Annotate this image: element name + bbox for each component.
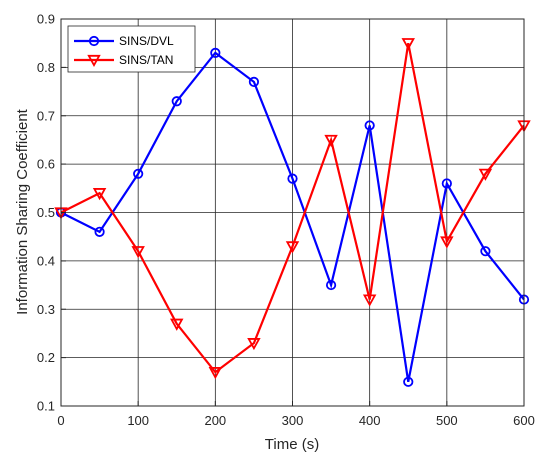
legend: SINS/DVL SINS/TAN — [67, 25, 196, 73]
data-point — [441, 178, 452, 189]
series-line — [60, 42, 525, 374]
y-tick-label: 0.2 — [37, 350, 55, 365]
series-line — [60, 51, 525, 383]
y-tick-label: 0.3 — [37, 302, 55, 317]
data-point — [92, 188, 107, 201]
x-tick-label: 300 — [282, 413, 304, 428]
y-tick-label: 0.7 — [37, 108, 55, 123]
data-point — [364, 120, 375, 131]
data-point — [247, 338, 261, 351]
data-point — [362, 294, 377, 307]
legend-item: SINS/TAN — [74, 53, 173, 67]
y-tick-label: 0.1 — [37, 399, 55, 414]
y-tick-label: 0.5 — [37, 205, 55, 220]
legend-label: SINS/TAN — [119, 53, 173, 67]
data-point — [480, 246, 491, 257]
y-tick-label: 0.8 — [37, 60, 55, 75]
series-sins-dvl — [55, 47, 530, 387]
data-point — [478, 168, 493, 181]
data-point — [285, 241, 300, 254]
data-point — [403, 376, 414, 387]
x-tick-label: 100 — [127, 413, 149, 428]
data-point — [248, 76, 260, 87]
data-point — [170, 318, 184, 331]
legend-marker — [87, 54, 101, 68]
data-point — [325, 279, 337, 291]
data-point — [324, 134, 338, 147]
data-point — [133, 168, 144, 179]
data-point — [131, 246, 145, 259]
data-point — [440, 236, 454, 249]
y-axis-label: Information Sharing Coefficient — [14, 108, 31, 315]
data-point — [401, 38, 415, 51]
y-tick-label: 0.9 — [37, 12, 55, 27]
x-tick-label: 0 — [57, 413, 64, 428]
y-axis-ticks: 0.1 0.2 0.3 0.4 0.5 0.6 0.7 0.8 0.9 — [37, 12, 66, 414]
x-axis-label: Time (s) — [265, 436, 319, 453]
y-tick-label: 0.4 — [37, 253, 55, 268]
data-point — [208, 367, 223, 380]
data-point — [287, 173, 298, 184]
data-point — [171, 96, 182, 107]
data-point — [210, 47, 221, 58]
x-tick-label: 400 — [359, 413, 381, 428]
legend-item: SINS/DVL — [74, 34, 174, 48]
legend-box — [67, 25, 196, 73]
legend-label: SINS/DVL — [119, 34, 174, 48]
x-axis-ticks: 0 100 200 300 400 500 600 — [57, 401, 535, 428]
x-tick-label: 500 — [436, 413, 458, 428]
y-tick-label: 0.6 — [37, 157, 55, 172]
legend-marker — [88, 35, 100, 47]
x-tick-label: 600 — [513, 413, 535, 428]
data-point — [94, 226, 105, 237]
x-tick-label: 200 — [204, 413, 226, 428]
